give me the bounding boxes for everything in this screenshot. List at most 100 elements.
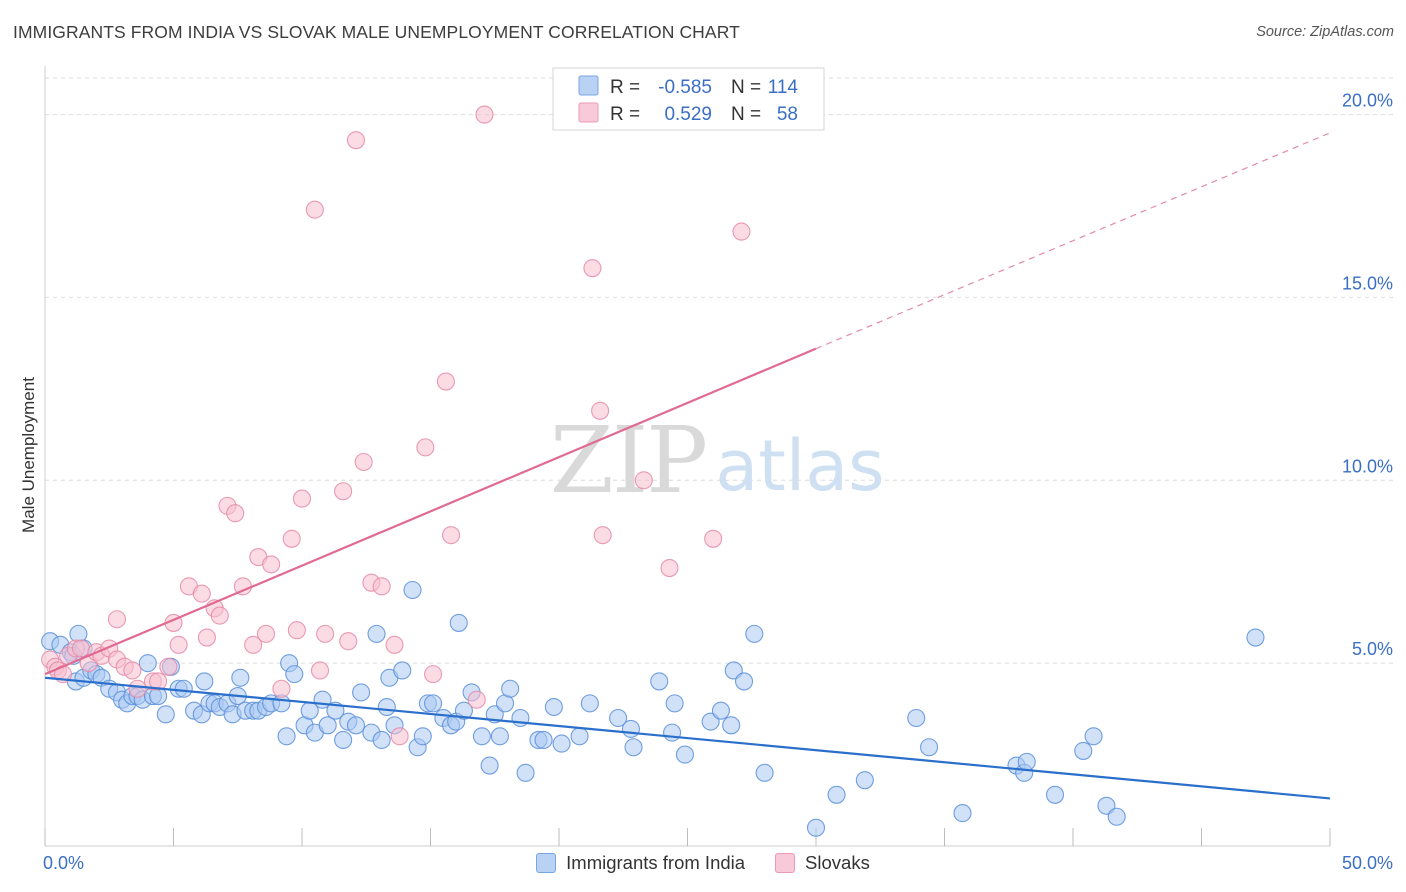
point-slovaks <box>256 624 276 643</box>
point-slovaks <box>372 577 391 596</box>
legend-label-slovaks: Slovaks <box>805 852 870 873</box>
point-slovaks <box>107 610 127 629</box>
y-tick-label: 10.0% <box>1342 456 1393 476</box>
point-immigrants-from-india <box>1084 727 1103 746</box>
point-immigrants-from-india <box>285 665 304 684</box>
point-immigrants-from-india <box>156 705 175 724</box>
point-immigrants-from-india <box>195 672 214 691</box>
point-immigrants-from-india <box>806 818 826 837</box>
trendline-immigrants-from-india <box>44 676 1331 800</box>
point-immigrants-from-india <box>449 613 468 632</box>
point-immigrants-from-india <box>650 672 669 691</box>
point-immigrants-from-india <box>393 661 412 680</box>
point-immigrants-from-india <box>734 672 754 691</box>
series-slovaks <box>41 105 751 746</box>
point-immigrants-from-india <box>722 716 741 735</box>
point-slovaks <box>354 452 373 472</box>
legend-r-value-1: -0.585 <box>658 77 712 98</box>
point-slovaks <box>305 200 324 219</box>
x-tick-label: 0.0% <box>43 853 84 873</box>
legend-item-immigrants: Immigrants from India <box>536 852 745 874</box>
point-immigrants-from-india <box>490 727 509 746</box>
source-label: Source: ZipAtlas.com <box>1256 24 1394 40</box>
point-immigrants-from-india <box>1045 785 1065 804</box>
legend-swatch-slovaks-bottom <box>775 853 796 873</box>
point-immigrants-from-india <box>472 727 491 746</box>
point-immigrants-from-india <box>534 730 553 749</box>
legend-r-value-2: 0.529 <box>664 104 712 125</box>
point-slovaks <box>262 555 281 574</box>
point-slovaks <box>385 635 404 654</box>
x-tick-label: 50.0% <box>1342 853 1393 873</box>
legend-label-immigrants: Immigrants from India <box>566 852 746 873</box>
point-immigrants-from-india <box>231 668 250 687</box>
legend-swatch-immigrants-bottom <box>536 853 557 873</box>
point-slovaks <box>192 584 211 603</box>
point-slovaks <box>390 727 409 746</box>
point-slovaks <box>197 628 216 647</box>
point-slovaks <box>467 690 486 709</box>
y-axis-label: Male Unemployment <box>19 377 38 533</box>
legend-r-label-2: R = <box>610 104 640 125</box>
point-slovaks <box>272 679 291 698</box>
point-immigrants-from-india <box>318 716 337 735</box>
point-immigrants-from-india <box>580 694 599 713</box>
point-immigrants-from-india <box>552 734 571 753</box>
point-immigrants-from-india <box>621 719 641 739</box>
point-slovaks <box>346 131 366 150</box>
trendlines <box>44 132 1331 800</box>
point-slovaks <box>210 606 229 625</box>
legend-r-label-1: R = <box>610 77 640 98</box>
point-immigrants-from-india <box>827 785 846 804</box>
point-slovaks <box>159 657 178 676</box>
point-slovaks <box>436 372 455 391</box>
y-tick-label: 20.0% <box>1342 91 1393 111</box>
point-immigrants-from-india <box>665 694 684 713</box>
point-immigrants-from-india <box>1017 752 1036 771</box>
legend-swatch-slovaks <box>578 102 599 123</box>
point-immigrants-from-india <box>174 679 193 698</box>
point-immigrants-from-india <box>953 804 972 823</box>
point-slovaks <box>339 632 358 651</box>
point-immigrants-from-india <box>377 697 396 717</box>
point-slovaks <box>316 624 335 643</box>
point-slovaks <box>244 635 263 654</box>
point-immigrants-from-india <box>855 771 874 790</box>
point-immigrants-from-india <box>424 694 443 713</box>
point-immigrants-from-india <box>711 701 730 720</box>
point-slovaks <box>416 438 435 457</box>
trendline-slovaks-extension <box>815 132 1331 350</box>
legend-n-value-1: 114 <box>768 77 799 98</box>
point-immigrants-from-india <box>544 697 563 717</box>
point-immigrants-from-india <box>372 730 391 749</box>
point-slovaks <box>292 489 312 508</box>
point-slovaks <box>593 526 612 545</box>
legend-swatch-immigrants <box>578 75 599 96</box>
trendline-slovaks <box>44 347 817 676</box>
watermark-zip: ZIP <box>550 407 706 514</box>
point-immigrants-from-india <box>413 727 432 746</box>
point-immigrants-from-india <box>570 727 589 746</box>
point-slovaks <box>123 661 142 680</box>
point-slovaks <box>660 559 679 578</box>
point-immigrants-from-india <box>352 683 371 702</box>
legend-n-label-1: N = <box>731 77 761 98</box>
point-immigrants-from-india <box>675 745 694 764</box>
point-slovaks <box>634 471 653 490</box>
y-tick-label: 5.0% <box>1352 639 1393 659</box>
point-slovaks <box>287 621 306 640</box>
legend-top: R = -0.585 N = 114 R = 0.529 N = 58 <box>552 67 825 131</box>
legend-bottom: Immigrants from India Slovaks <box>0 852 1406 874</box>
point-immigrants-from-india <box>367 624 386 643</box>
point-immigrants-from-india <box>516 763 535 782</box>
point-immigrants-from-india <box>920 738 939 757</box>
point-immigrants-from-india <box>624 738 643 757</box>
gridlines <box>45 77 1393 664</box>
point-slovaks <box>169 635 188 654</box>
point-slovaks <box>310 661 330 680</box>
point-immigrants-from-india <box>138 654 157 673</box>
point-immigrants-from-india <box>663 723 682 742</box>
point-slovaks <box>442 526 461 545</box>
point-slovaks <box>583 259 602 278</box>
